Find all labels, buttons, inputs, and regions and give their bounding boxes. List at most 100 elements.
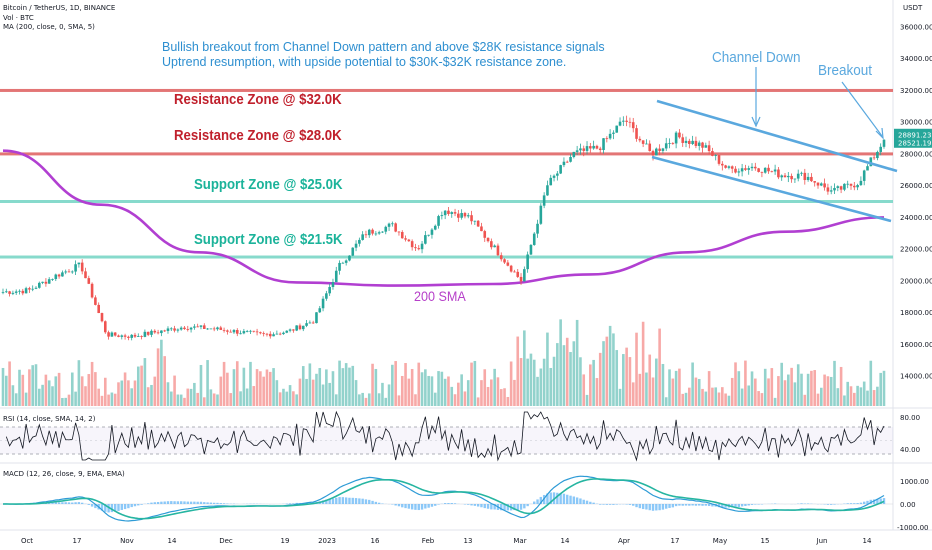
volume-bar (348, 367, 351, 406)
macd-hist-bar (61, 502, 64, 504)
candle-body (259, 332, 262, 334)
macd-hist-bar (486, 504, 490, 509)
volume-bar (427, 375, 430, 406)
volume-bar (618, 388, 622, 406)
time-tick-label: Mar (513, 537, 526, 545)
volume-bar (816, 393, 820, 406)
volume-bar (539, 368, 543, 406)
volume-bar (763, 368, 767, 406)
time-tick-label: Nov (120, 537, 134, 545)
candle-body (526, 254, 529, 270)
candle-body (879, 146, 883, 152)
channel-lines (651, 99, 898, 223)
candle-body (757, 168, 760, 172)
candle-body (255, 331, 259, 333)
candle-body (199, 325, 203, 327)
candle-body (625, 120, 628, 122)
macd-hist-bar (199, 501, 203, 504)
macd-hist-bar (549, 492, 552, 504)
volume-bar (282, 388, 285, 406)
volume-bar (668, 369, 671, 406)
headline-line2: Uptrend resumption, with upside potentia… (162, 55, 567, 69)
support-line-1 (0, 255, 893, 259)
candle-body (18, 290, 21, 292)
time-tick-label: Feb (422, 537, 435, 545)
macd-hist-bar (533, 501, 536, 504)
candle-body (460, 213, 463, 218)
volume-bar (361, 392, 364, 406)
candle-body (744, 168, 747, 170)
candle-body (655, 148, 658, 156)
candle-body (54, 274, 58, 280)
volume-bar (701, 388, 704, 406)
volume-bar (839, 366, 843, 406)
candle-body (882, 139, 886, 147)
price-tick-label: 14000.00 (900, 373, 932, 381)
volume-bar (34, 364, 38, 406)
candle-body (575, 150, 579, 152)
volume-bar (483, 369, 487, 406)
volume-bar (473, 360, 477, 406)
candle-body (787, 175, 790, 178)
candle-body (536, 223, 539, 234)
macd-hist-bar (582, 499, 585, 504)
candle-body (605, 138, 609, 140)
macd-hist-bar (212, 502, 216, 504)
candle-body (773, 169, 777, 172)
macd-hist-bar (414, 504, 417, 510)
volume-bar (305, 378, 308, 406)
volume-bar (704, 391, 708, 406)
sma-200-label: 200 SMA (414, 288, 466, 304)
volume-bar (150, 384, 153, 406)
volume-bar (394, 361, 397, 406)
volume-bar (120, 380, 124, 406)
volume-bar (760, 393, 764, 406)
volume-bar (163, 356, 166, 406)
macd-hist-bar (57, 502, 61, 504)
volume-bar (453, 394, 457, 406)
candle-body (414, 247, 417, 249)
resistance-32k-label: Resistance Zone @ $32.0K (174, 91, 342, 108)
macd-hist-bar (173, 501, 176, 504)
macd-hist-bar (872, 499, 876, 504)
volume-bar (328, 382, 331, 406)
volume-bar (622, 354, 625, 406)
candle-body (90, 283, 94, 298)
macd-hist-bar (592, 502, 595, 504)
candle-body (268, 333, 272, 337)
candle-body (829, 190, 833, 192)
candle-body (493, 245, 496, 248)
volume-bar (209, 389, 213, 406)
macd-hist-bar (879, 498, 882, 504)
macd-hist-bar (110, 504, 114, 513)
volume-bar (829, 376, 833, 406)
macd-hist-bar (638, 504, 642, 509)
macd-hist-bar (100, 504, 104, 511)
volume-bar (770, 368, 774, 406)
macd-hist-bar (579, 498, 582, 504)
volume-bar (516, 336, 520, 406)
volume-bar (592, 359, 595, 406)
candle-body (64, 271, 67, 273)
volume-bar (750, 371, 754, 406)
volume-bar (387, 384, 391, 406)
volume-bar (397, 395, 401, 406)
volume-bar (589, 364, 592, 406)
volume-bar (391, 364, 394, 406)
macd-hist-bar (361, 498, 364, 504)
macd-title: MACD (12, 26, close, 9, EMA, EMA) (3, 470, 125, 478)
candle-body (816, 182, 820, 186)
macd-hist-bar (430, 504, 434, 507)
volume-bar (344, 363, 348, 406)
candle-body (87, 278, 91, 284)
volume-bar (160, 339, 163, 406)
volume-bar (202, 397, 206, 406)
candle-body (424, 235, 427, 244)
macd-hist-bar (737, 504, 741, 508)
candle-body (288, 329, 292, 331)
volume-bar (493, 368, 496, 406)
macd-hist-bar (526, 504, 529, 507)
price-tick-label: 28000.00 (900, 150, 932, 158)
macd-hist-bar (348, 497, 351, 504)
volume-bar (169, 391, 173, 406)
